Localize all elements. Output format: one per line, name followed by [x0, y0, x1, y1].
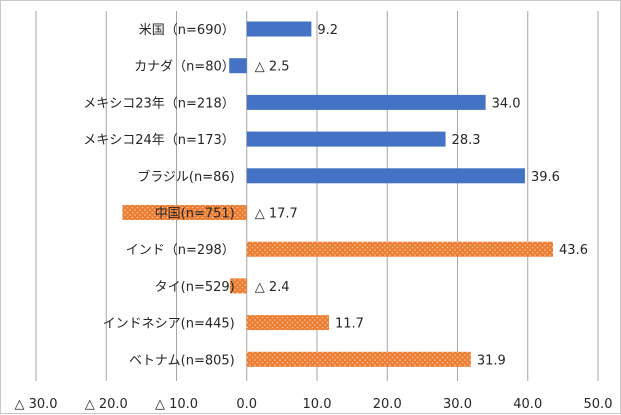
- bar: [246, 168, 525, 184]
- value-labels: 9.2 △ 2.5 34.0 28.3 39.6 △ 17.7 43.6 △ 2.4 11.7 3…: [255, 23, 588, 368]
- value-label: 31.9: [477, 353, 506, 368]
- value-label: 34.0: [492, 96, 521, 111]
- bar: [229, 58, 247, 74]
- bar: [246, 351, 471, 367]
- category-labels: 米国（n=690） カナダ（n=80） メキシコ23年（n=218） メキシコ24年（…: [83, 23, 235, 368]
- x-tick-label: 30.0: [443, 397, 472, 412]
- category-label: 米国（n=690）: [139, 23, 235, 38]
- x-tick-labels: △ 30.0 △ 20.0 △ 10.0 0.0 10.0 20.0 30.0 40.0 50.…: [14, 397, 612, 412]
- value-label: △ 2.5: [255, 60, 290, 75]
- value-label: 39.6: [531, 170, 560, 185]
- x-tick-label: 10.0: [303, 397, 332, 412]
- bar: [246, 241, 554, 257]
- x-tick-label: △ 30.0: [14, 397, 57, 412]
- bar: [246, 94, 486, 110]
- x-tick-label: 20.0: [373, 397, 402, 412]
- category-label: メキシコ23年（n=218）: [83, 96, 235, 111]
- bars: [122, 21, 554, 367]
- value-label: 28.3: [452, 133, 481, 148]
- value-label: 9.2: [317, 23, 338, 38]
- category-label: インド（n=298）: [126, 243, 235, 258]
- bar: [246, 315, 329, 331]
- bar: [246, 131, 446, 147]
- value-label: 43.6: [559, 243, 588, 258]
- category-label: ベトナム(n=805): [129, 353, 235, 368]
- bar: [246, 21, 312, 37]
- x-tick-label: 50.0: [584, 397, 613, 412]
- value-label: 11.7: [335, 317, 364, 332]
- category-label: インドネシア(n=445): [103, 317, 235, 332]
- category-label: ブラジル(n=86): [137, 169, 235, 185]
- x-tick-label: 40.0: [513, 397, 542, 412]
- bar: [122, 205, 247, 220]
- category-label: メキシコ24年（n=173）: [83, 133, 235, 148]
- x-tick-label: 0.0: [236, 397, 257, 412]
- value-label: △ 2.4: [255, 280, 290, 295]
- category-label: 中国(n=751): [155, 207, 235, 222]
- category-label: カナダ（n=80）: [134, 60, 235, 75]
- category-label: タイ(n=529): [155, 280, 235, 295]
- value-label: △ 17.7: [255, 207, 298, 222]
- bar: [229, 278, 247, 294]
- x-tick-label: △ 10.0: [155, 397, 198, 412]
- x-tick-label: △ 20.0: [85, 397, 128, 412]
